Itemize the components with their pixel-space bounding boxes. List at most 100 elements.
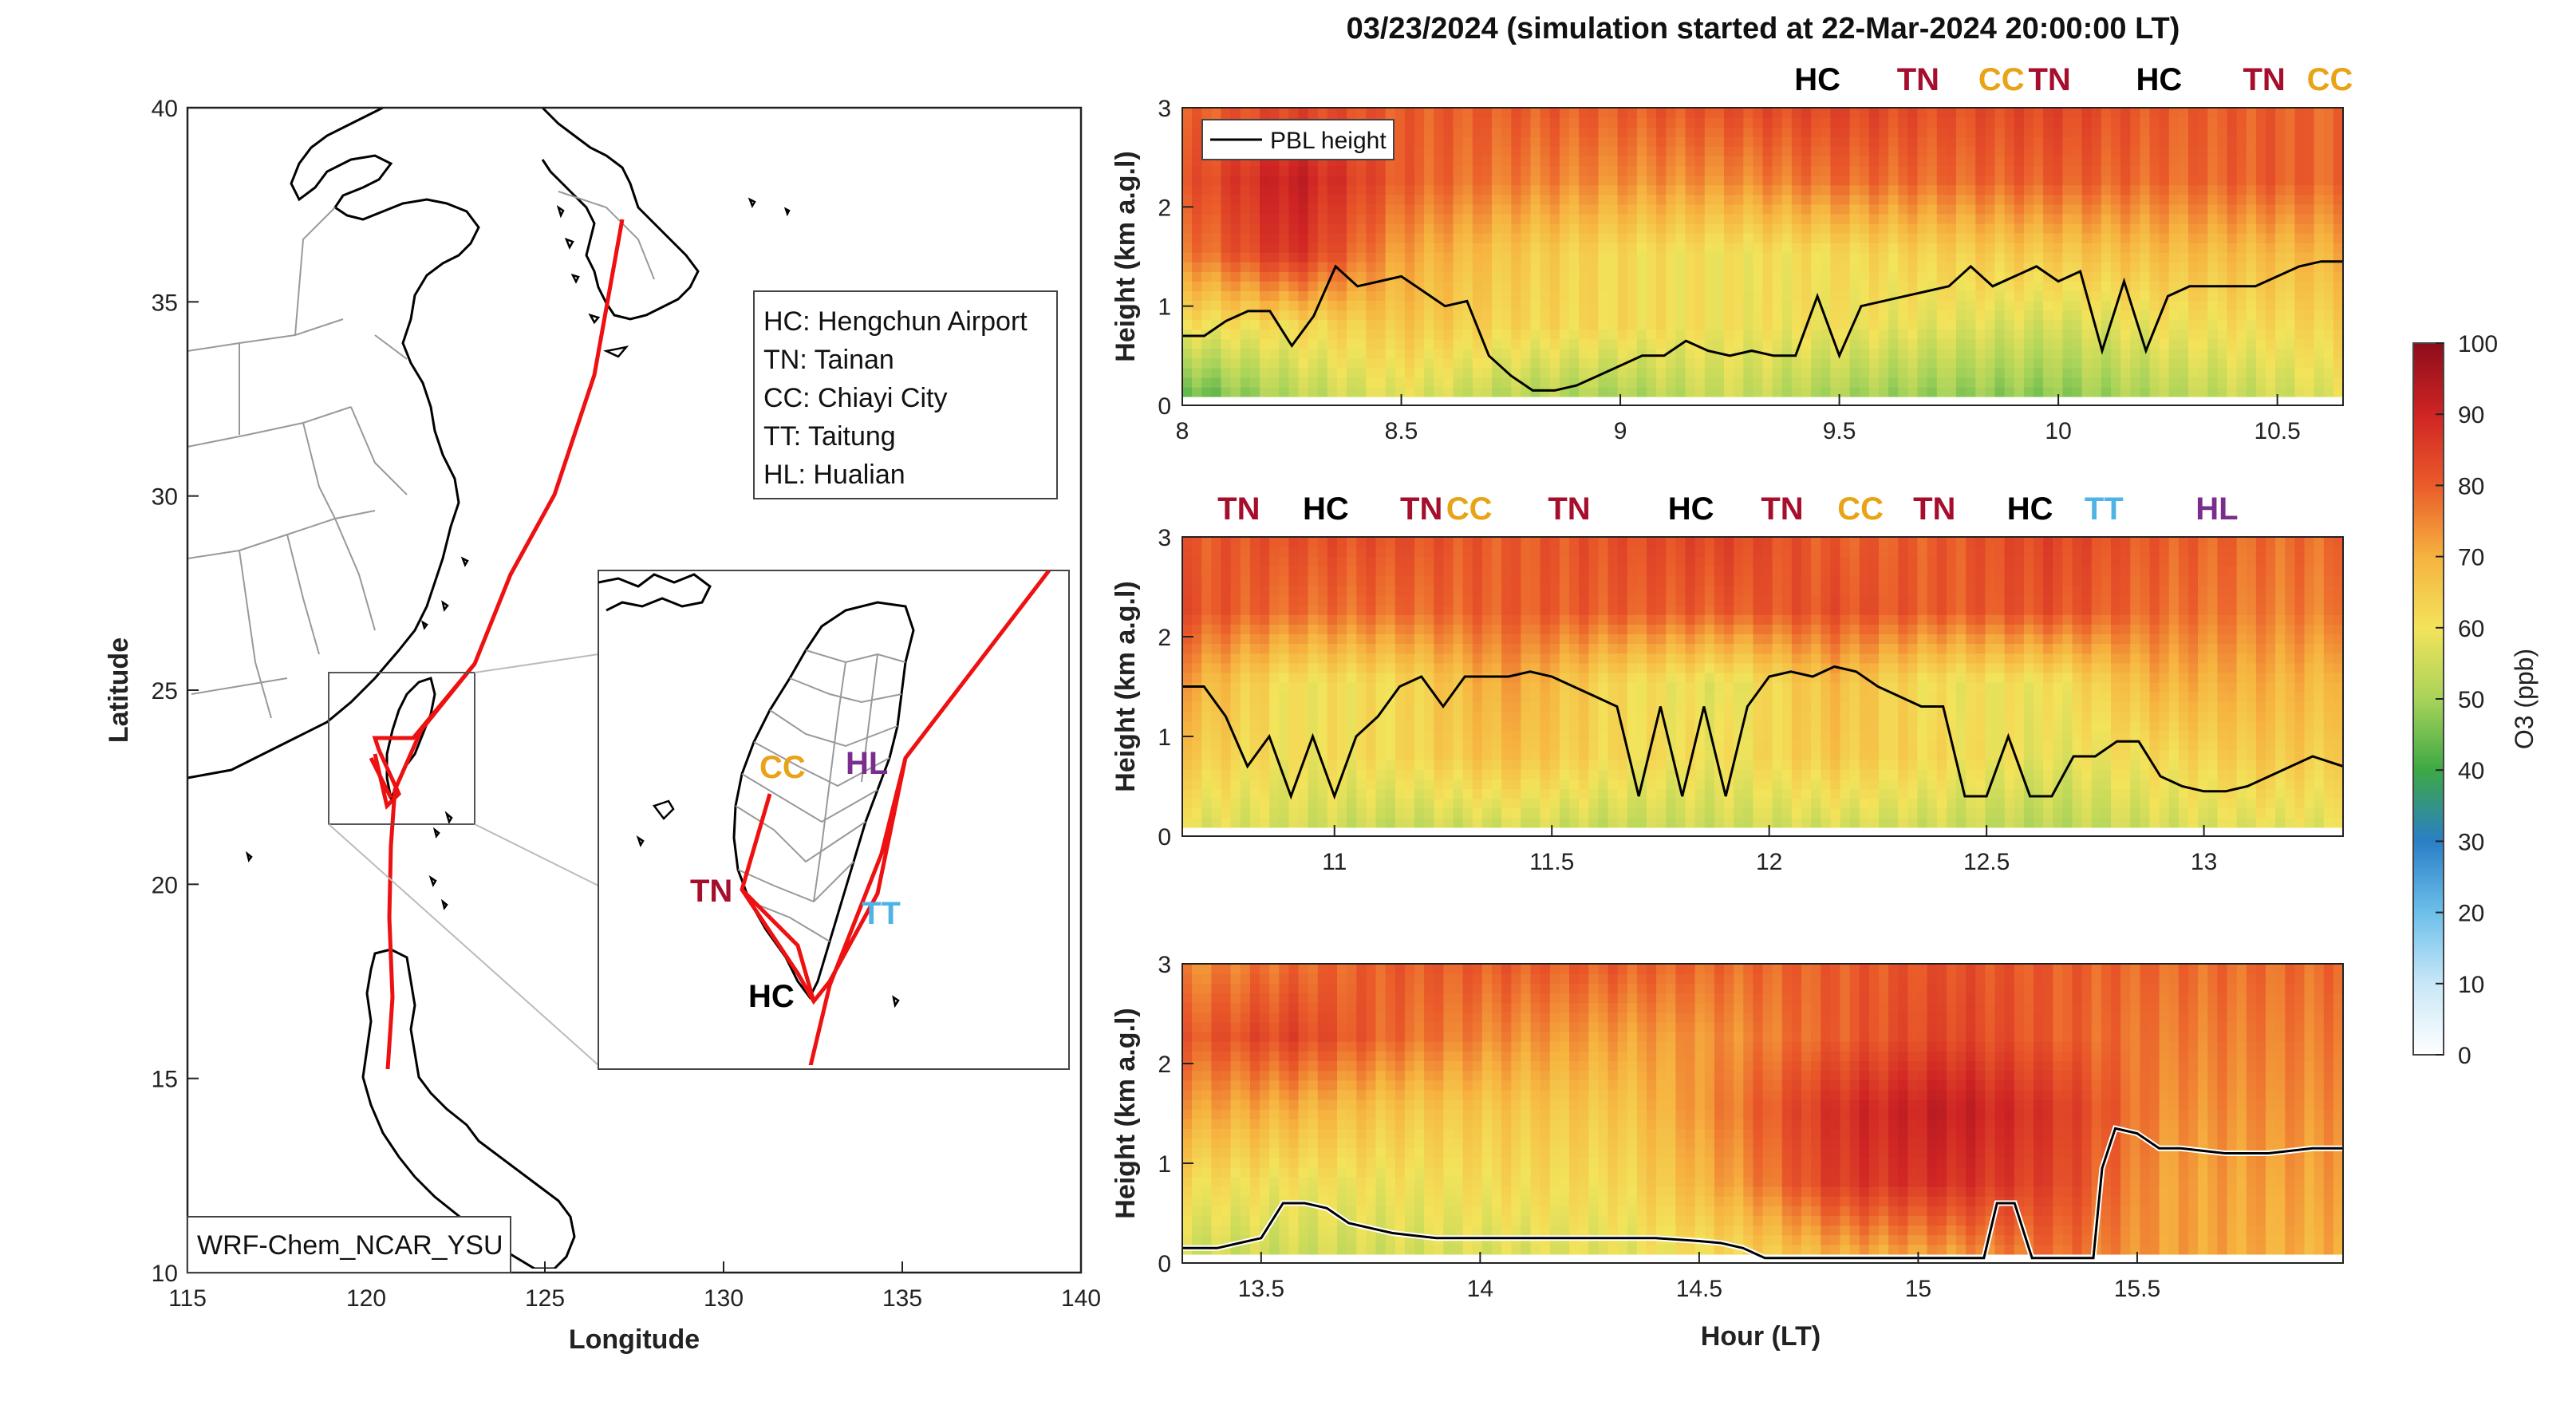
ozone-cell [1385,175,1396,186]
ozone-cell [1260,300,1270,311]
ozone-cell [1424,692,1434,702]
ozone-cell [1501,213,1512,224]
ozone-cell [2227,203,2238,215]
ozone-cell [2227,127,2238,137]
ozone-cell [1868,213,1880,224]
ozone-cell [2255,184,2266,195]
ozone-cell [1443,290,1454,301]
ozone-cell [1366,537,1377,547]
ozone-cell [1347,711,1357,722]
ozone-cell [1434,556,1445,567]
ozone-cell [1385,537,1396,547]
ozone-cell [1569,117,1580,128]
ozone-cell [1249,692,1260,702]
map-ytick-label: 10 [152,1261,178,1287]
ozone-cell [2120,251,2131,262]
ozone-cell [1279,184,1290,195]
ozone-cell [2168,338,2180,349]
ozone-cell [1462,146,1473,157]
ozone-cell [1211,547,1222,557]
ozone-cell [1927,329,1938,340]
ozone-cell [1182,300,1193,311]
ozone-cell [1434,386,1445,397]
ozone-cell [1781,127,1793,137]
ozone-cell [1279,643,1290,654]
ozone-cell [1569,251,1580,262]
ozone-cell [1453,310,1464,321]
ozone-cell [1656,223,1667,234]
ozone-cell [1327,194,1338,205]
ozone-cell [1753,271,1764,282]
ozone-cell [1347,386,1357,397]
ozone-cell [1443,310,1454,321]
ozone-cell [1221,377,1232,388]
ozone-cell [1501,594,1512,606]
ozone-cell [1879,271,1889,282]
ozone-cell [2275,232,2286,243]
ozone-cell [1762,184,1773,195]
ozone-cell [1540,310,1551,321]
ozone-cell [2149,232,2160,243]
ozone-cell [1240,681,1251,693]
ozone-cell [1927,232,1938,243]
ozone-cell [1907,136,1919,148]
ozone-cell [1249,575,1260,586]
ozone-cell [1801,232,1812,243]
ozone-cell [1549,537,1560,547]
ozone-cell [1269,769,1280,780]
ozone-cell [1801,146,1812,157]
ozone-cell [1337,643,1347,654]
ozone-cell [1240,633,1251,645]
ozone-cell [1936,271,1947,282]
ozone-cell [1888,232,1899,243]
ozone-cell [1366,386,1377,397]
ozone-cell [1888,108,1899,118]
ozone-cell [1946,223,1957,234]
ozone-cell [2285,117,2296,128]
ozone-cell [1298,271,1309,282]
ozone-cell [2333,242,2343,253]
ozone-cell [1492,223,1502,234]
ozone-cell [1453,585,1464,596]
ozone-cell [1927,223,1938,234]
ozone-cell [1221,633,1232,645]
ozone-cell [2111,329,2121,340]
ozone-cell [1636,281,1647,291]
ozone-cell [2023,271,2034,282]
ozone-cell [1201,319,1213,330]
ozone-cell [1966,348,1976,359]
ozone-cell [1588,759,1600,770]
ozone-cell [1385,575,1396,586]
ozone-cell [1424,779,1434,789]
ozone-cell [1569,262,1580,272]
model-label-box: WRF-Chem_NCAR_YSU [187,1216,511,1273]
ozone-cell [2149,281,2160,291]
ozone-cell [1859,377,1870,388]
ozone-cell [1211,194,1222,205]
ozone-cell [1617,194,1628,205]
ozone-cell [1579,585,1589,596]
ozone-cell [2285,348,2296,359]
ozone-cell [1859,367,1870,378]
ozone-cell [1279,720,1290,732]
ozone-cell [1791,156,1802,167]
ozone-cell [2266,377,2276,388]
ozone-cell [1201,566,1213,577]
ozone-cell [1927,310,1938,321]
ozone-cell [1917,357,1928,369]
ozone-cell [1182,566,1193,577]
ozone-cell [2004,319,2015,330]
ozone-cell [1791,242,1802,253]
ozone-cell [2130,117,2141,128]
ozone-cell [1694,386,1706,397]
ozone-cell [2081,271,2093,282]
ozone-cell [1347,653,1357,664]
ozone-cell [1598,127,1609,137]
ozone-cell [1434,566,1445,577]
ozone-cell [1269,662,1280,673]
ozone-cell [1647,156,1657,167]
ozone-cell [1917,232,1928,243]
ozone-cell [1598,817,1609,828]
ozone-cell [2333,271,2343,282]
ozone-cell [1772,175,1783,186]
